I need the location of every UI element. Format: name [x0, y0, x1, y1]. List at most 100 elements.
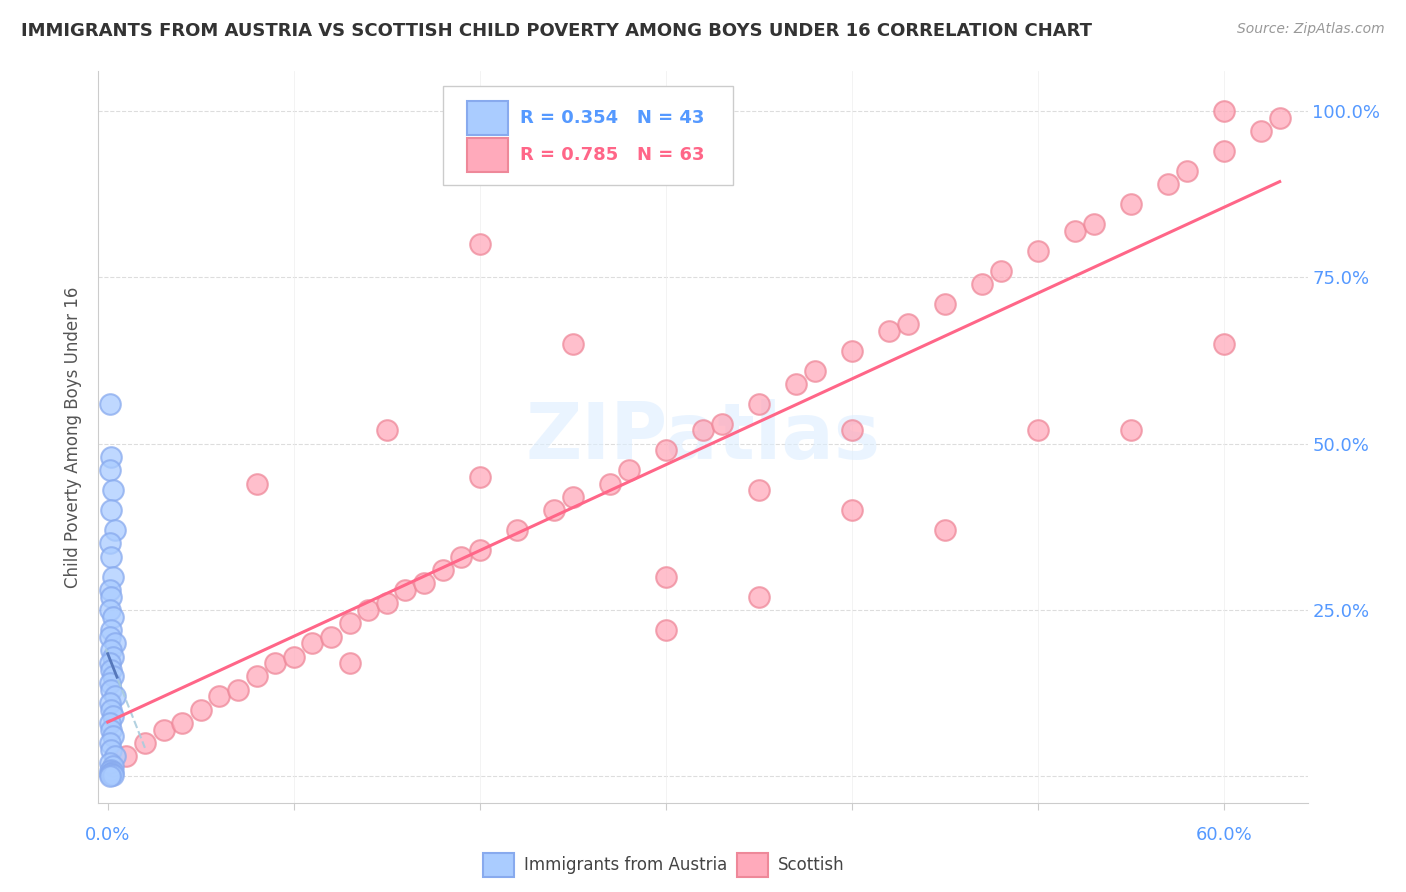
Point	[100, 643, 122, 657]
Point	[468, 237, 491, 252]
Point	[617, 463, 640, 477]
Point	[115, 749, 138, 764]
Point	[103, 768, 125, 782]
Point	[100, 663, 122, 677]
Point	[710, 417, 733, 431]
Point	[104, 523, 127, 537]
Point	[1212, 337, 1234, 351]
Point	[506, 523, 529, 537]
Text: R = 0.785   N = 63: R = 0.785 N = 63	[520, 145, 704, 164]
Point	[100, 742, 122, 756]
FancyBboxPatch shape	[467, 138, 509, 171]
Point	[897, 317, 920, 331]
Point	[103, 483, 125, 498]
Point	[1083, 217, 1105, 231]
Point	[934, 297, 956, 311]
Point	[990, 264, 1012, 278]
Point	[283, 649, 305, 664]
Point	[599, 476, 621, 491]
Point	[104, 690, 127, 704]
Point	[245, 669, 267, 683]
Text: Scottish: Scottish	[778, 856, 845, 874]
Point	[655, 570, 678, 584]
Point	[561, 337, 583, 351]
Point	[98, 736, 121, 750]
Point	[98, 630, 121, 644]
Point	[655, 443, 678, 458]
Point	[1212, 104, 1234, 119]
Point	[450, 549, 472, 564]
Point	[103, 765, 125, 780]
Point	[98, 397, 121, 411]
Point	[100, 450, 122, 464]
Text: ZIPatlas: ZIPatlas	[526, 399, 880, 475]
Point	[1212, 144, 1234, 158]
Text: Source: ZipAtlas.com: Source: ZipAtlas.com	[1237, 22, 1385, 37]
Point	[1157, 178, 1180, 192]
Point	[1268, 111, 1291, 125]
Point	[98, 582, 121, 597]
Point	[1250, 124, 1272, 138]
FancyBboxPatch shape	[737, 853, 768, 878]
Point	[1119, 197, 1142, 211]
Point	[98, 463, 121, 477]
Point	[98, 764, 121, 778]
Point	[100, 763, 122, 777]
Point	[375, 424, 398, 438]
Point	[1026, 244, 1049, 258]
Point	[98, 756, 121, 770]
Point	[543, 503, 565, 517]
Point	[98, 656, 121, 670]
Point	[98, 603, 121, 617]
Point	[803, 363, 825, 377]
Text: 60.0%: 60.0%	[1195, 826, 1253, 844]
Point	[748, 590, 770, 604]
Point	[1026, 424, 1049, 438]
Point	[103, 609, 125, 624]
Point	[208, 690, 231, 704]
Point	[134, 736, 156, 750]
Point	[98, 536, 121, 550]
Point	[264, 656, 287, 670]
Point	[100, 623, 122, 637]
Point	[841, 343, 863, 358]
Point	[100, 590, 122, 604]
Point	[413, 576, 436, 591]
Point	[748, 483, 770, 498]
Point	[100, 682, 122, 697]
Point	[100, 767, 122, 781]
Point	[100, 503, 122, 517]
Point	[245, 476, 267, 491]
Point	[98, 716, 121, 731]
Point	[432, 563, 454, 577]
Point	[339, 656, 361, 670]
Point	[152, 723, 174, 737]
Point	[468, 470, 491, 484]
Point	[103, 709, 125, 723]
Text: R = 0.354   N = 43: R = 0.354 N = 43	[520, 109, 704, 128]
Point	[877, 324, 900, 338]
Point	[375, 596, 398, 610]
Point	[468, 543, 491, 558]
Point	[100, 723, 122, 737]
Point	[970, 277, 993, 292]
Point	[339, 616, 361, 631]
Point	[357, 603, 380, 617]
Point	[104, 749, 127, 764]
Point	[934, 523, 956, 537]
Point	[98, 676, 121, 690]
Point	[748, 397, 770, 411]
Point	[319, 630, 342, 644]
Point	[1119, 424, 1142, 438]
FancyBboxPatch shape	[467, 102, 509, 135]
Point	[172, 716, 194, 731]
Point	[98, 768, 121, 782]
Y-axis label: Child Poverty Among Boys Under 16: Child Poverty Among Boys Under 16	[65, 286, 83, 588]
Point	[103, 669, 125, 683]
Point	[100, 703, 122, 717]
Point	[104, 636, 127, 650]
FancyBboxPatch shape	[482, 853, 515, 878]
Point	[103, 570, 125, 584]
Point	[100, 765, 122, 780]
Point	[785, 376, 807, 391]
